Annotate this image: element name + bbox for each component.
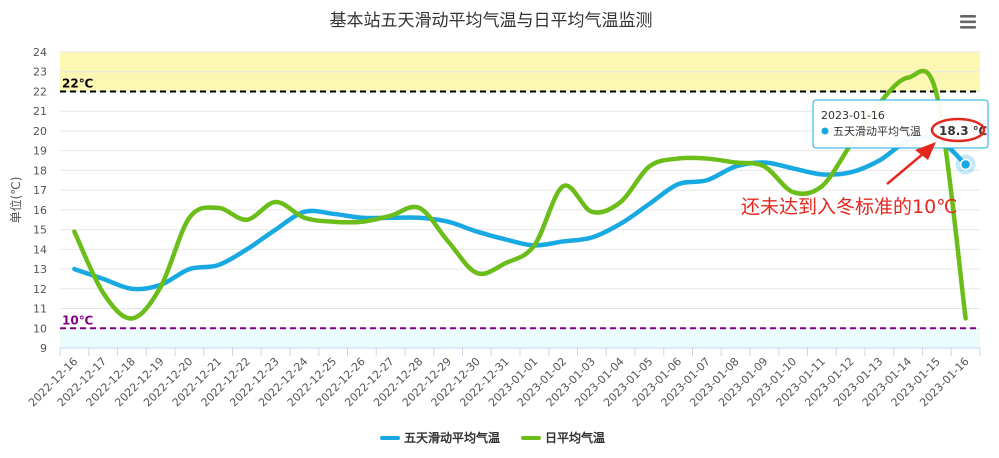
y-tick-label: 12: [33, 283, 47, 296]
y-tick-label: 13: [33, 263, 47, 276]
legend-item-0[interactable]: 五天滑动平均气温: [380, 430, 500, 445]
tooltip-date: 2023-01-16: [821, 109, 885, 122]
chart-title: 基本站五天滑动平均气温与日平均气温监测: [330, 11, 653, 31]
y-tick-label: 10: [33, 322, 47, 335]
y-tick-label: 15: [33, 224, 47, 237]
y-tick-label: 18: [33, 164, 47, 177]
y-tick-label: 16: [33, 204, 47, 217]
tooltip-value: 18.3 ℃: [939, 124, 987, 138]
hover-point[interactable]: [959, 158, 972, 171]
hamburger-menu-icon[interactable]: [958, 13, 978, 31]
series-line-1: [72, 68, 968, 321]
plot-line-label-10: 10℃: [62, 313, 93, 327]
series-line-0: [72, 134, 968, 292]
y-tick-label: 20: [33, 125, 47, 138]
legend-item-1[interactable]: 日平均气温: [521, 430, 605, 445]
plot-line-label-22: 22℃: [62, 76, 93, 90]
y-tick-label: 17: [33, 184, 47, 197]
tooltip-series-name: 五天滑动平均气温: [833, 124, 921, 138]
y-tick-label: 21: [33, 105, 47, 118]
annotation-arrow: [886, 142, 936, 185]
tooltip-series-marker: [821, 127, 829, 135]
y-tick-label: 11: [33, 303, 47, 316]
y-tick-label: 9: [40, 342, 47, 355]
legend: 五天滑动平均气温 日平均气温: [380, 430, 605, 445]
annotation-text: 还未达到入冬标准的10℃: [741, 196, 958, 218]
y-tick-label: 24: [33, 46, 47, 59]
y-axis-title: 单位(℃): [8, 177, 23, 224]
highlight-ellipse: [930, 117, 986, 143]
y-tick-label: 23: [33, 66, 47, 79]
legend-label: 五天滑动平均气温: [404, 430, 500, 445]
plot-band-1: [60, 328, 980, 348]
y-tick-label: 22: [33, 85, 47, 98]
y-tick-label: 14: [33, 243, 47, 256]
legend-label: 日平均气温: [545, 430, 605, 445]
tooltip: 2023-01-16 五天滑动平均气温 18.3 ℃: [812, 99, 989, 149]
y-tick-label: 19: [33, 145, 47, 158]
